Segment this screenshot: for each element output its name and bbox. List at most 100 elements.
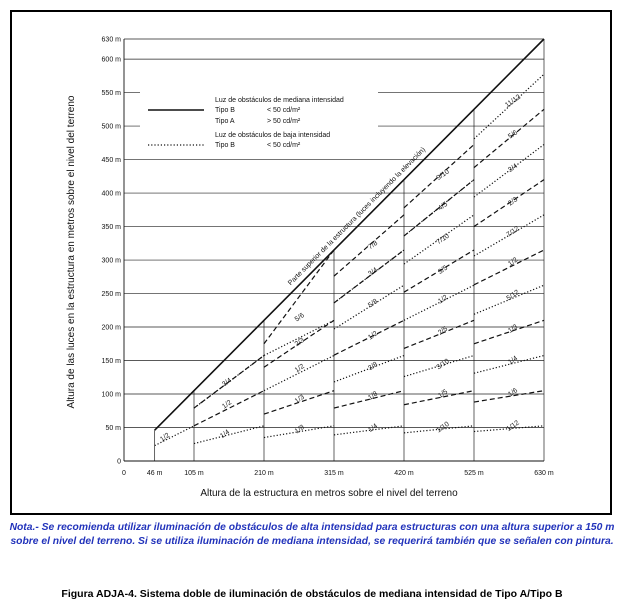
fraction-label: 1/6 <box>507 387 519 398</box>
fraction-label: 1/2 <box>507 256 519 267</box>
fraction-label: 5/8 <box>367 298 379 309</box>
series-7-segment <box>473 214 545 257</box>
series-0-segment <box>154 38 545 431</box>
legend: Luz de obstáculos de mediana intensidad … <box>140 92 378 158</box>
fraction-label: 1/5 <box>437 388 449 399</box>
y-tick-label: 200 m <box>102 325 122 332</box>
legend-low-header: Luz de obstáculos de baja intensidad <box>215 132 330 139</box>
series-1-segment <box>333 425 405 436</box>
fraction-label: 3/4 <box>221 377 233 388</box>
series-1-segment <box>193 425 265 445</box>
fraction-label: 7/8 <box>367 240 379 251</box>
legend-low-type-b: Tipo B <box>215 142 235 149</box>
fraction-label: 5/6 <box>507 129 519 140</box>
fraction-label: 3/8 <box>367 361 379 372</box>
fraction-label: 1/3 <box>294 394 306 405</box>
series-5-segment <box>263 319 335 357</box>
series-6-segment <box>403 249 475 293</box>
series-2-segment <box>333 390 405 409</box>
y-tick-label: 300 m <box>102 258 122 265</box>
x-tick-label: 0 <box>122 470 126 477</box>
fraction-label: 1/2 <box>159 432 171 443</box>
y-tick-label: 600 m <box>102 57 122 64</box>
fraction-label: 1/8 <box>294 424 306 435</box>
fraction-label: 1/2 <box>294 363 306 374</box>
figure-caption: Figura ADJA-4. Sistema doble de iluminac… <box>61 588 563 600</box>
fraction-label: 7/10 <box>436 233 451 247</box>
series-2-segment <box>473 390 545 403</box>
x-tick-label: 630 m <box>534 470 554 477</box>
x-axis-title: Altura de la estructura en metros sobre … <box>200 488 458 499</box>
series-1-segment <box>154 425 195 447</box>
x-tick-label: 210 m <box>254 470 274 477</box>
y-tick-label: 250 m <box>102 291 122 298</box>
legend-medium-header: Luz de obstáculos de mediana intensidad <box>215 97 344 104</box>
series-6-segment <box>333 249 405 304</box>
series-layer <box>154 38 545 447</box>
series-5-segment <box>333 284 405 330</box>
fraction-label: 1/3 <box>507 323 519 334</box>
y-tick-label: 450 m <box>102 157 122 164</box>
series-1-segment <box>263 425 335 439</box>
fraction-label: 9/10 <box>436 168 451 182</box>
series-7-segment <box>403 214 475 265</box>
chart-frame: 1/2 1/4 1/8 1/4 1/10 1/12 1/2 1/3 1/8 1/5 1/6 3/4 1/… <box>10 10 612 515</box>
fraction-label: 1/2 <box>367 330 379 341</box>
y-tick-label: 0 <box>117 459 121 466</box>
x-tick-label: 315 m <box>324 470 344 477</box>
y-tick-label: 500 m <box>102 124 122 131</box>
series-2-segment <box>403 390 475 406</box>
series-3-segment <box>403 354 475 378</box>
series-5-segment <box>403 284 475 321</box>
x-tick-label: 525 m <box>464 470 484 477</box>
fraction-label: 7/12 <box>506 225 521 239</box>
legend-medium-type-b: Tipo B <box>215 107 235 114</box>
series-3-segment <box>473 354 545 374</box>
legend-medium-type-a: Tipo A <box>215 118 235 125</box>
x-tick-label: 46 m <box>147 470 163 477</box>
fraction-label: 1/2 <box>437 294 449 305</box>
fraction-label: 3/10 <box>436 358 451 372</box>
y-tick-label: 630 m <box>102 37 122 44</box>
y-tick-label: 150 m <box>102 358 122 365</box>
fraction-label: 2/3 <box>294 337 306 348</box>
series-4-segment <box>193 355 265 409</box>
series-4-segment <box>263 319 335 368</box>
x-tick-label: 105 m <box>184 470 204 477</box>
fraction-label: 1/4 <box>367 423 379 434</box>
series-4-segment <box>473 319 545 345</box>
fraction-label: 1/4 <box>507 355 519 366</box>
fraction-label: 11/12 <box>504 94 522 110</box>
fraction-label: 1/4 <box>219 429 231 440</box>
series-8-segment <box>473 179 545 228</box>
legend-medium-value-a: > 50 cd/m² <box>267 118 301 125</box>
fraction-label: 3/4 <box>367 266 379 277</box>
fraction-label: 3/5 <box>437 264 449 275</box>
fraction-label: 1/8 <box>367 390 379 401</box>
series-9-segment <box>403 179 475 237</box>
fraction-label: 5/6 <box>294 312 306 323</box>
series-6-segment <box>473 249 545 286</box>
fraction-label: 3/4 <box>507 163 519 174</box>
series-4-segment <box>333 319 405 356</box>
y-tick-label: 100 m <box>102 392 122 399</box>
diagonal-label: Parte superior de la estructura (luces i… <box>287 146 427 287</box>
y-tick-label: 550 m <box>102 90 122 97</box>
fraction-label: 1/10 <box>436 421 451 435</box>
series-1-segment <box>403 425 475 434</box>
series-10-segment <box>473 108 545 169</box>
series-2-segment <box>193 390 265 427</box>
chart-svg: 1/2 1/4 1/8 1/4 1/10 1/12 1/2 1/3 1/8 1/5 1/6 3/4 1/… <box>66 37 554 500</box>
legend-low-value-b: < 50 cd/m² <box>267 142 301 149</box>
series-6-segment <box>263 249 335 345</box>
legend-medium-value-b: < 50 cd/m² <box>267 107 301 114</box>
fraction-label: 5/12 <box>506 289 521 303</box>
y-axis-title: Altura de las luces en la estructura en … <box>66 95 77 408</box>
fraction-label: 4/5 <box>437 201 449 212</box>
y-tick-label: 400 m <box>102 191 122 198</box>
series-2-segment <box>263 390 335 415</box>
series-1-segment <box>473 425 545 433</box>
fraction-label: 1/12 <box>506 419 521 433</box>
legend-box <box>140 92 378 158</box>
y-tick-label: 50 m <box>105 425 121 432</box>
